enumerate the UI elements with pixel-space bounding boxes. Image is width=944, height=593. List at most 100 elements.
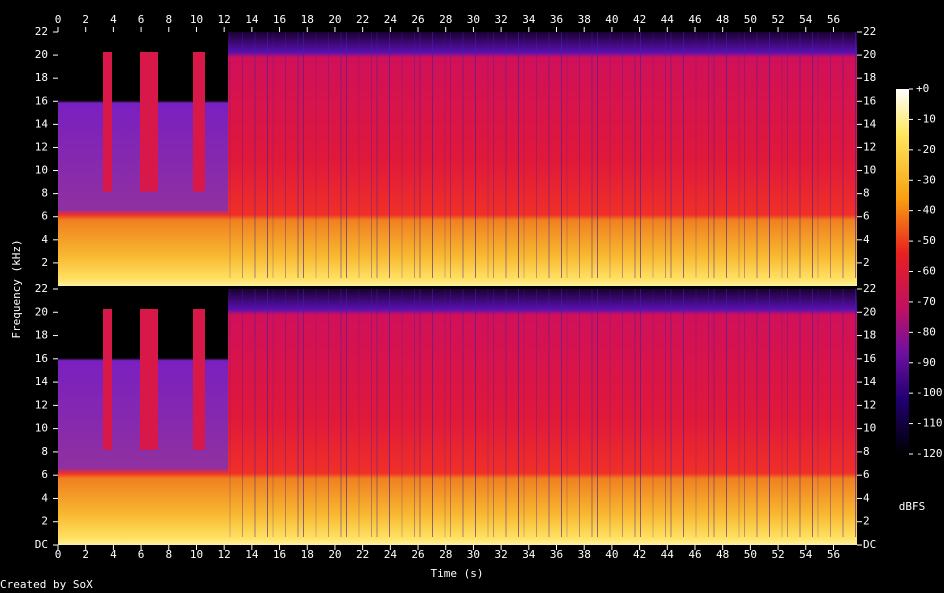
colorbar-tick-label: -30 [916, 173, 936, 186]
x-tick-label: 12 [218, 548, 231, 561]
x-tick-label: 14 [245, 548, 259, 561]
x-tick-label-top: 26 [411, 13, 424, 26]
x-tick-label-top: 2 [82, 13, 89, 26]
y-tick-label-right: 8 [863, 187, 870, 200]
y-tick-label-right: 2 [863, 515, 870, 528]
x-tick-label: 56 [827, 548, 840, 561]
y-tick-label: 2 [41, 515, 48, 528]
x-tick-label: 44 [661, 548, 675, 561]
colorbar-tick-label: -70 [916, 295, 936, 308]
x-tick-label-top: 22 [356, 13, 369, 26]
y-tick-label: 12 [35, 398, 48, 411]
x-tick-label: 50 [744, 548, 757, 561]
x-tick-label: 0 [55, 548, 62, 561]
y-tick-label: 6 [41, 210, 48, 223]
x-tick-label-top: 28 [439, 13, 452, 26]
y-tick-label: 18 [35, 329, 48, 342]
x-tick-label-top: 52 [771, 13, 784, 26]
x-tick-label: 40 [605, 548, 618, 561]
y-tick-label-right: 4 [863, 491, 870, 504]
x-tick-label-top: 0 [55, 13, 62, 26]
x-tick-label: 36 [550, 548, 563, 561]
y-tick-label-right: 4 [863, 233, 870, 246]
y-tick-label-right: 18 [863, 71, 876, 84]
colorbar-tick-label: -50 [916, 234, 936, 247]
y-tick-label-right: 8 [863, 445, 870, 458]
x-tick-label-top: 4 [110, 13, 117, 26]
x-tick-label: 28 [439, 548, 452, 561]
x-tick-label-top: 34 [522, 13, 536, 26]
x-tick-label: 22 [356, 548, 369, 561]
y-tick-label: 2 [41, 256, 48, 269]
y-tick-label-right: 22 [863, 25, 876, 38]
spectrogram-burst [193, 52, 205, 192]
y-tick-label: 10 [35, 164, 48, 177]
x-tick-label-top: 16 [273, 13, 286, 26]
x-tick-label: 20 [328, 548, 341, 561]
x-tick-label-top: 32 [494, 13, 507, 26]
colorbar-tick-label: -100 [916, 386, 943, 399]
y-tick-label-right: 6 [863, 210, 870, 223]
x-axis-label: Time (s) [431, 567, 484, 580]
x-tick-label-top: 50 [744, 13, 757, 26]
y-tick-label-right: 10 [863, 422, 876, 435]
x-tick-label: 54 [799, 548, 813, 561]
x-tick-label: 6 [138, 548, 145, 561]
x-tick-label: 10 [190, 548, 203, 561]
x-tick-label: 4 [110, 548, 117, 561]
x-tick-label-top: 42 [633, 13, 646, 26]
y-tick-label: 20 [35, 48, 48, 61]
y-tick-label-right: 18 [863, 329, 876, 342]
x-tick-label: 8 [165, 548, 172, 561]
x-tick-label-top: 10 [190, 13, 203, 26]
x-tick-label-top: 38 [578, 13, 591, 26]
x-tick-label: 30 [467, 548, 480, 561]
colorbar-tick-label: -120 [916, 447, 943, 460]
x-tick-label: 18 [301, 548, 314, 561]
x-tick-label-top: 24 [384, 13, 398, 26]
y-tick-label-right: 12 [863, 398, 876, 411]
x-tick-label: 24 [384, 548, 398, 561]
y-tick-label-right: 2 [863, 256, 870, 269]
x-tick-label: 16 [273, 548, 286, 561]
x-tick-label: 48 [716, 548, 729, 561]
colorbar-label: dBFS [899, 500, 926, 513]
x-tick-label-top: 40 [605, 13, 618, 26]
x-tick-label-top: 18 [301, 13, 314, 26]
x-tick-label-top: 30 [467, 13, 480, 26]
y-tick-label: DC [35, 538, 48, 551]
y-tick-label: 8 [41, 445, 48, 458]
colorbar [896, 89, 909, 454]
y-tick-label: 18 [35, 71, 48, 84]
y-tick-label-right: 6 [863, 468, 870, 481]
y-axis-label: Frequency (kHz) [10, 239, 23, 338]
y-tick-label: 4 [41, 491, 48, 504]
x-tick-label-top: 54 [799, 13, 813, 26]
y-tick-label-right: 12 [863, 140, 876, 153]
x-tick-label-top: 12 [218, 13, 231, 26]
y-tick-label: 8 [41, 187, 48, 200]
y-tick-label-right: 20 [863, 305, 876, 318]
colorbar-tick-label: -20 [916, 143, 936, 156]
spectrogram-burst [103, 309, 112, 450]
x-tick-label-top: 20 [328, 13, 341, 26]
x-tick-label-top: 6 [138, 13, 145, 26]
x-tick-label-top: 48 [716, 13, 729, 26]
y-tick-label-right: 22 [863, 282, 876, 295]
x-tick-label-top: 44 [661, 13, 675, 26]
x-tick-label-top: 8 [165, 13, 172, 26]
y-tick-label-right: 14 [863, 117, 877, 130]
x-tick-label-top: 56 [827, 13, 840, 26]
spectrogram-burst [103, 52, 112, 192]
colorbar-tick-label: -90 [916, 356, 936, 369]
y-tick-label: 22 [35, 282, 48, 295]
spectrogram-burst [193, 309, 205, 450]
colorbar-tick-label: -40 [916, 204, 936, 217]
x-tick-label-top: 46 [688, 13, 701, 26]
y-tick-label: 14 [35, 375, 49, 388]
x-tick-label: 34 [522, 548, 536, 561]
y-tick-label-right: DC [863, 538, 876, 551]
x-tick-label: 38 [578, 548, 591, 561]
